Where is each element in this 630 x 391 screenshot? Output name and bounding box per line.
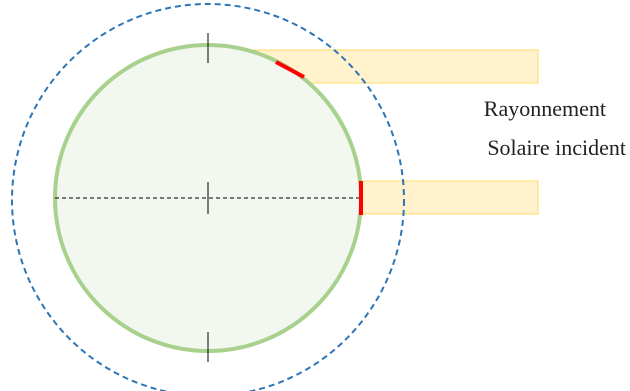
sunlight-beam-equator [361, 180, 539, 215]
caption-line-1: Rayonnement [483, 96, 606, 121]
atmosphere-boundary [11, 3, 405, 391]
incidence-mark-upper [275, 60, 305, 79]
caption-line-2: Solaire incident [487, 135, 626, 160]
